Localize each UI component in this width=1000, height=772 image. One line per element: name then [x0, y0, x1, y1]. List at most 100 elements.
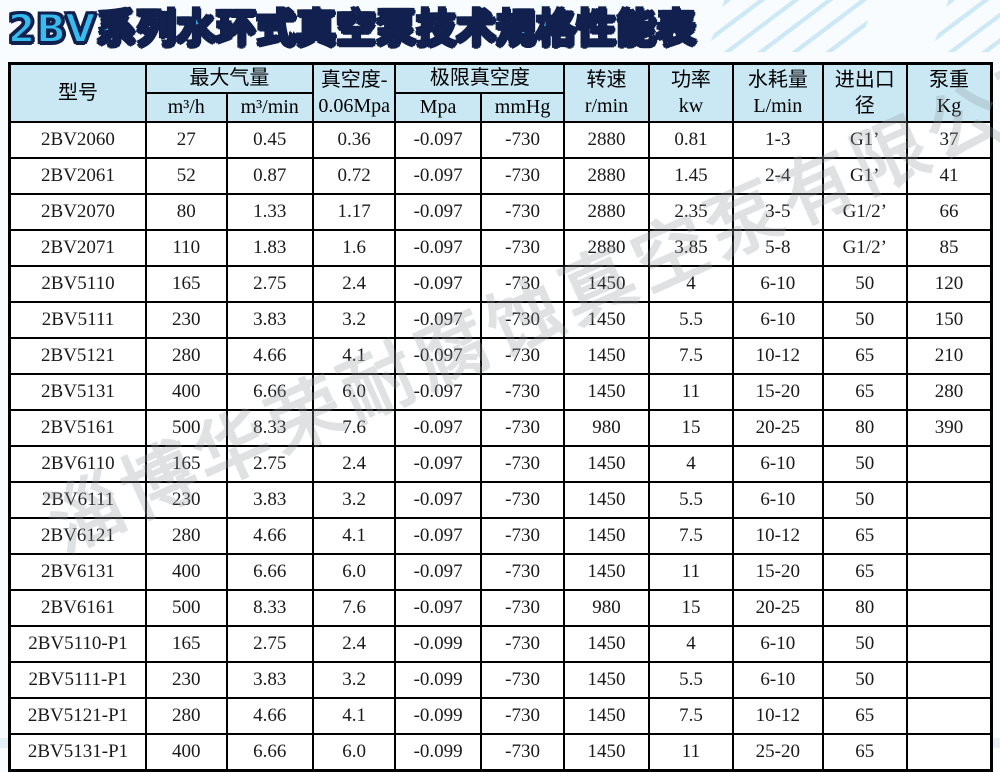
value-cell	[905, 588, 993, 627]
value-cell: 80	[144, 192, 228, 231]
value-cell: -730	[479, 624, 566, 663]
header-weight: 泵重 Kg	[905, 62, 993, 123]
value-cell: 150	[905, 300, 993, 339]
value-cell	[905, 480, 993, 519]
value-cell: 1450	[563, 372, 650, 411]
value-cell: 0.81	[647, 120, 735, 159]
value-cell: -730	[479, 696, 566, 735]
table-row: 2BV5111-P1 230 3.83 3.2 -0.099 -730 1450 5.5 6-1…	[8, 660, 993, 699]
value-cell: 10-12	[732, 336, 824, 375]
value-cell: -730	[479, 228, 566, 267]
value-cell: 1450	[563, 696, 650, 735]
table-row: 2BV6111 230 3.83 3.2 -0.097 -730 1450 5.5 6-10 50	[8, 480, 993, 519]
value-cell: 3.2	[311, 300, 397, 339]
value-cell: -0.097	[394, 588, 482, 627]
header-water-line2: L/min	[753, 94, 803, 117]
value-cell: -0.097	[394, 372, 482, 411]
value-cell: 11	[647, 552, 735, 591]
value-cell: -730	[479, 588, 566, 627]
table-row: 2BV6161 500 8.33 7.6 -0.097 -730 980 15 20-25 80	[8, 588, 993, 627]
value-cell: 20-25	[732, 408, 824, 447]
table-body: 2BV2060 27 0.45 0.36 -0.097 -730 2880 0.81 1-3 G1…	[8, 120, 993, 771]
value-cell	[905, 444, 993, 483]
value-cell: 4	[647, 264, 735, 303]
value-cell: 3.83	[225, 300, 314, 339]
value-cell: 6.66	[225, 372, 314, 411]
value-cell: 500	[144, 588, 228, 627]
table-row: 2BV2061 52 0.87 0.72 -0.097 -730 2880 1.45 2-4 G1…	[8, 156, 993, 195]
value-cell: -730	[479, 444, 566, 483]
value-cell: 3.83	[225, 480, 314, 519]
value-cell: 2.4	[311, 264, 397, 303]
table-row: 2BV6110 165 2.75 2.4 -0.097 -730 1450 4 6-10 50	[8, 444, 993, 483]
value-cell: -730	[479, 372, 566, 411]
value-cell: 6.0	[311, 372, 397, 411]
header-speed: 转速 r/min	[563, 62, 650, 123]
table-row: 2BV5131-P1 400 6.66 6.0 -0.099 -730 1450 11 25-2…	[8, 732, 993, 771]
model-cell: 2BV6131	[8, 552, 147, 591]
header-mmhg: mmHg	[479, 91, 566, 123]
value-cell	[905, 516, 993, 555]
value-cell: -0.097	[394, 336, 482, 375]
value-cell: 80	[821, 408, 908, 447]
value-cell: 1450	[563, 624, 650, 663]
value-cell: 1450	[563, 336, 650, 375]
header-model: 型号	[8, 62, 147, 123]
model-cell: 2BV2060	[8, 120, 147, 159]
value-cell: -730	[479, 120, 566, 159]
table-row: 2BV2060 27 0.45 0.36 -0.097 -730 2880 0.81 1-3 G1…	[8, 120, 993, 159]
value-cell: 280	[144, 516, 228, 555]
value-cell: 980	[563, 408, 650, 447]
value-cell: 2.35	[647, 192, 735, 231]
value-cell: 1450	[563, 444, 650, 483]
value-cell: 15	[647, 408, 735, 447]
value-cell: 11	[647, 372, 735, 411]
value-cell: 165	[144, 624, 228, 663]
page-title: 2BV系列水环式真空泵技术规格性能表	[7, 6, 697, 53]
value-cell: -0.099	[394, 660, 482, 699]
model-cell: 2BV6110	[8, 444, 147, 483]
value-cell: 6-10	[732, 480, 824, 519]
value-cell: -0.099	[394, 732, 482, 771]
table-row: 2BV5121 280 4.66 4.1 -0.097 -730 1450 7.5 10-12 6…	[8, 336, 993, 375]
table-row: 2BV6121 280 4.66 4.1 -0.097 -730 1450 7.5 10-12 6…	[8, 516, 993, 555]
value-cell: 400	[144, 552, 228, 591]
table-row: 2BV5111 230 3.83 3.2 -0.097 -730 1450 5.5 6-10 50…	[8, 300, 993, 339]
value-cell: 50	[821, 624, 908, 663]
value-cell: 4.1	[311, 336, 397, 375]
value-cell: 165	[144, 264, 228, 303]
value-cell: 165	[144, 444, 228, 483]
model-cell: 2BV5110	[8, 264, 147, 303]
value-cell: 0.87	[225, 156, 314, 195]
header-weight-line2: Kg	[936, 94, 962, 117]
value-cell: 110	[144, 228, 228, 267]
header-vacuum-line1: 真空度-	[320, 68, 388, 91]
value-cell: 3-5	[732, 192, 824, 231]
value-cell: 210	[905, 336, 993, 375]
model-cell: 2BV5131-P1	[8, 732, 147, 771]
value-cell: 25-20	[732, 732, 824, 771]
value-cell: 6-10	[732, 624, 824, 663]
value-cell: 280	[905, 372, 993, 411]
value-cell: 6.0	[311, 732, 397, 771]
value-cell: G1/2’	[821, 228, 908, 267]
value-cell: -730	[479, 516, 566, 555]
value-cell: 7.5	[647, 336, 735, 375]
value-cell: 27	[144, 120, 228, 159]
value-cell: 6-10	[732, 660, 824, 699]
value-cell: 1-3	[732, 120, 824, 159]
value-cell: 8.33	[225, 588, 314, 627]
model-cell: 2BV5121-P1	[8, 696, 147, 735]
model-cell: 2BV2061	[8, 156, 147, 195]
value-cell: 1450	[563, 552, 650, 591]
model-cell: 2BV5161	[8, 408, 147, 447]
value-cell	[905, 732, 993, 771]
value-cell: 2.75	[225, 624, 314, 663]
header-max-capacity: 最大气量	[144, 62, 314, 94]
value-cell: 4.1	[311, 516, 397, 555]
header-m3h: m³/h	[144, 91, 228, 123]
value-cell: 85	[905, 228, 993, 267]
value-cell: 80	[821, 588, 908, 627]
value-cell	[905, 552, 993, 591]
value-cell: 1.6	[311, 228, 397, 267]
